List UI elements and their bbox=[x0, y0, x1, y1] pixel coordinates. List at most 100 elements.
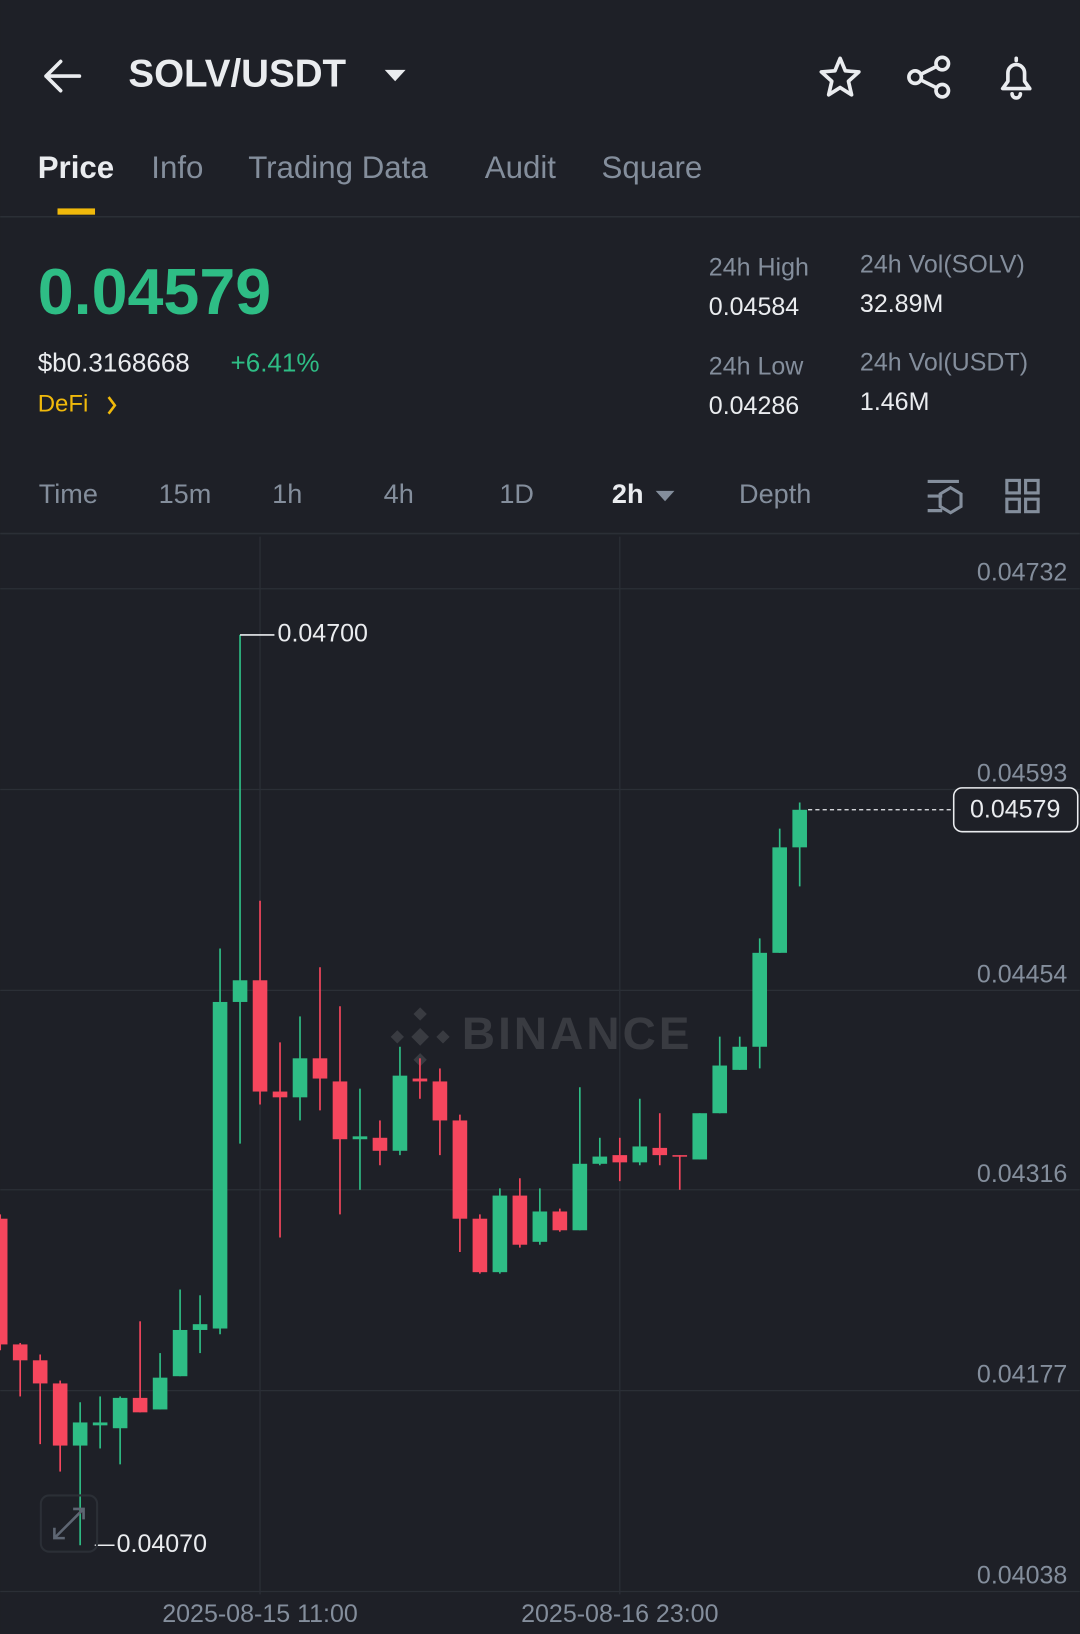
candle-body bbox=[492, 1195, 508, 1273]
stat-label: 24h Vol(USDT) bbox=[860, 348, 1028, 376]
y-tick-label: 0.04732 bbox=[977, 559, 1067, 587]
watermark-text: BINANCE bbox=[462, 1007, 693, 1059]
candle-body bbox=[792, 809, 807, 848]
stat-label: 24h Vol(SOLV) bbox=[860, 250, 1025, 278]
share-button[interactable] bbox=[907, 55, 951, 99]
candle-body bbox=[72, 1422, 88, 1446]
candle-body bbox=[652, 1147, 668, 1156]
candle-body bbox=[752, 952, 768, 1047]
x-tick-label: 2025-08-16 23:00 bbox=[521, 1600, 718, 1628]
sector-tag[interactable]: DeFi bbox=[38, 391, 89, 418]
y-tick-label: 0.04038 bbox=[977, 1562, 1067, 1590]
candle-body bbox=[452, 1120, 468, 1219]
tab[interactable]: Trading Data bbox=[248, 150, 428, 185]
candle-body bbox=[412, 1078, 428, 1082]
fullscreen-button[interactable] bbox=[39, 1494, 99, 1553]
stat-value: 0.04286 bbox=[709, 392, 799, 420]
candle-body bbox=[552, 1211, 568, 1231]
pair-title[interactable]: SOLV/USDT bbox=[128, 52, 346, 95]
candle-body bbox=[372, 1137, 388, 1151]
layout-icon bbox=[1024, 478, 1040, 495]
stat-value: 32.89M bbox=[860, 290, 943, 318]
layout-button[interactable] bbox=[1005, 478, 1040, 514]
share-icon bbox=[934, 82, 951, 99]
interval-tab[interactable]: 1h bbox=[272, 478, 302, 509]
candle-body bbox=[732, 1046, 748, 1070]
tab[interactable]: Audit bbox=[485, 150, 557, 185]
favorite-button[interactable] bbox=[819, 56, 861, 97]
candle-body bbox=[232, 980, 248, 1002]
candle-body bbox=[152, 1377, 168, 1410]
y-tick-label: 0.04593 bbox=[977, 760, 1067, 788]
candle-body bbox=[432, 1081, 448, 1121]
y-tick-label: 0.04454 bbox=[977, 960, 1067, 988]
candle-body bbox=[172, 1329, 188, 1377]
candle-body bbox=[12, 1344, 28, 1361]
stats: 24h High 0.04584 24h Low 0.04286 24h Vol(SOL… bbox=[709, 250, 1028, 420]
candle-body bbox=[632, 1146, 648, 1163]
fullscreen-frame bbox=[39, 1494, 99, 1553]
candle-body bbox=[52, 1383, 68, 1446]
candle-body bbox=[212, 1001, 228, 1329]
stat-label: 24h Low bbox=[709, 352, 804, 380]
candle-body bbox=[292, 1058, 308, 1098]
y-tick-label: 0.04316 bbox=[977, 1160, 1067, 1188]
candle-body bbox=[772, 847, 787, 953]
layout-icon bbox=[1005, 497, 1021, 514]
indicator-icon bbox=[938, 485, 963, 515]
stat-value: 0.04584 bbox=[709, 293, 799, 321]
fullscreen-icon bbox=[53, 1507, 85, 1540]
indicator-button[interactable] bbox=[927, 479, 963, 515]
candle-body bbox=[352, 1136, 368, 1140]
interval-tab[interactable]: 15m bbox=[159, 478, 212, 509]
tab[interactable]: Price bbox=[38, 150, 114, 185]
share-icon bbox=[919, 64, 938, 90]
y-tick-label: 0.04177 bbox=[977, 1361, 1067, 1389]
candle-body bbox=[252, 980, 268, 1092]
interval-dropdown[interactable] bbox=[655, 490, 675, 502]
back-button[interactable] bbox=[44, 59, 82, 93]
candle-body bbox=[132, 1397, 148, 1413]
fiat-price: $b0.3168668 bbox=[38, 348, 190, 378]
stat-value: 1.46M bbox=[860, 388, 929, 416]
alert-button[interactable] bbox=[1000, 56, 1032, 100]
candle-body bbox=[92, 1422, 108, 1426]
x-tick-label: 2025-08-15 11:00 bbox=[162, 1600, 358, 1628]
last-price: 0.04579 bbox=[38, 256, 272, 328]
candle-body bbox=[512, 1195, 528, 1245]
interval-tab[interactable]: 2h bbox=[612, 478, 644, 509]
candle-body bbox=[312, 1058, 328, 1079]
tab-bar: Price Info Trading Data Audit Square bbox=[38, 150, 703, 185]
layout-icon bbox=[1005, 478, 1021, 495]
candle-body bbox=[592, 1156, 608, 1164]
interval-tab[interactable]: 4h bbox=[384, 478, 414, 509]
candle-body bbox=[0, 1218, 8, 1345]
candle-body bbox=[692, 1113, 708, 1160]
candle-body bbox=[572, 1163, 588, 1231]
candle-body bbox=[332, 1081, 348, 1140]
price-change: +6.41% bbox=[230, 348, 319, 378]
high-label: 0.04700 bbox=[278, 620, 368, 648]
pair-dropdown[interactable] bbox=[384, 69, 406, 82]
active-tab-indicator bbox=[57, 208, 96, 215]
stat-label: 24h High bbox=[709, 253, 809, 281]
sector-chevron bbox=[107, 396, 117, 415]
chart: 0.04732 0.04593 0.04454 0.04316 0.04177 0.040… bbox=[0, 536, 1080, 1628]
tab[interactable]: Info bbox=[151, 150, 203, 185]
share-icon bbox=[934, 55, 951, 72]
share-icon bbox=[907, 69, 924, 86]
interval-tab[interactable]: 1D bbox=[499, 478, 534, 509]
candle-body bbox=[712, 1065, 728, 1114]
candle-body bbox=[472, 1218, 488, 1273]
interval-bar: Time 15m 1h 4h 1D 2h Depth bbox=[39, 478, 812, 509]
candle-body bbox=[672, 1155, 688, 1157]
candle-body bbox=[392, 1075, 408, 1151]
last-price-tag bbox=[952, 787, 1079, 833]
interval-tab[interactable]: Time bbox=[39, 478, 98, 509]
candle-body bbox=[612, 1155, 628, 1163]
interval-tab[interactable]: Depth bbox=[739, 478, 811, 509]
tab[interactable]: Square bbox=[601, 150, 702, 185]
